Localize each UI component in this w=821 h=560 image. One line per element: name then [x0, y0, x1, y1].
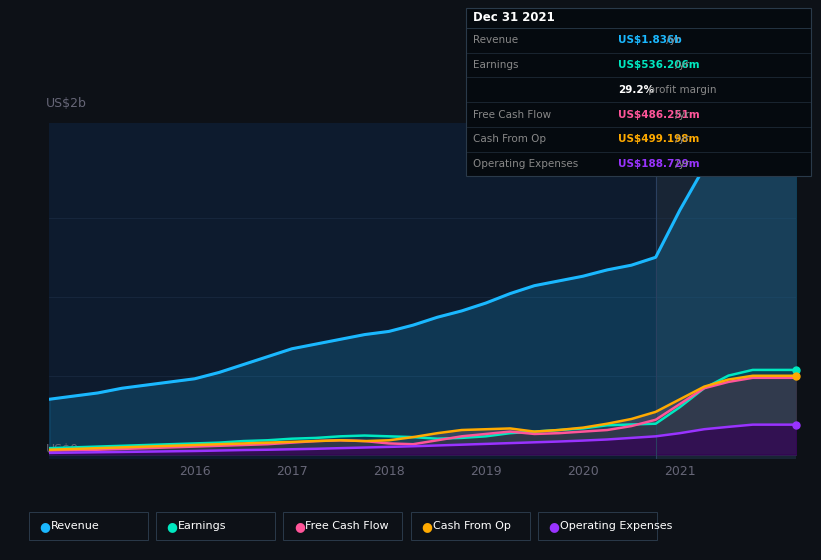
Text: ●: ●	[548, 520, 559, 533]
Text: ●: ●	[294, 520, 305, 533]
Text: Earnings: Earnings	[178, 521, 227, 531]
Text: Operating Expenses: Operating Expenses	[473, 159, 578, 169]
Text: US$486.251m: US$486.251m	[618, 110, 700, 120]
Text: Revenue: Revenue	[51, 521, 99, 531]
Text: US$1.836b: US$1.836b	[618, 35, 682, 45]
Text: Cash From Op: Cash From Op	[473, 134, 546, 144]
Text: US$2b: US$2b	[45, 97, 86, 110]
Text: US$536.206m: US$536.206m	[618, 60, 699, 70]
Text: Free Cash Flow: Free Cash Flow	[473, 110, 551, 120]
Text: /yr: /yr	[672, 134, 690, 144]
Text: US$188.729m: US$188.729m	[618, 159, 699, 169]
Bar	[656, 123, 796, 459]
Text: profit margin: profit margin	[645, 85, 717, 95]
Text: /yr: /yr	[672, 110, 690, 120]
Text: /yr: /yr	[663, 35, 681, 45]
Text: ●: ●	[421, 520, 432, 533]
Text: /yr: /yr	[672, 159, 690, 169]
Text: ●: ●	[167, 520, 177, 533]
Text: Earnings: Earnings	[473, 60, 518, 70]
Text: US$0: US$0	[45, 443, 79, 456]
Text: Dec 31 2021: Dec 31 2021	[473, 11, 555, 24]
Text: Free Cash Flow: Free Cash Flow	[305, 521, 389, 531]
Text: 29.2%: 29.2%	[618, 85, 654, 95]
Text: Cash From Op: Cash From Op	[433, 521, 511, 531]
Text: Operating Expenses: Operating Expenses	[560, 521, 672, 531]
Text: US$499.198m: US$499.198m	[618, 134, 699, 144]
Text: /yr: /yr	[672, 60, 690, 70]
Text: Revenue: Revenue	[473, 35, 518, 45]
Text: ●: ●	[39, 520, 50, 533]
